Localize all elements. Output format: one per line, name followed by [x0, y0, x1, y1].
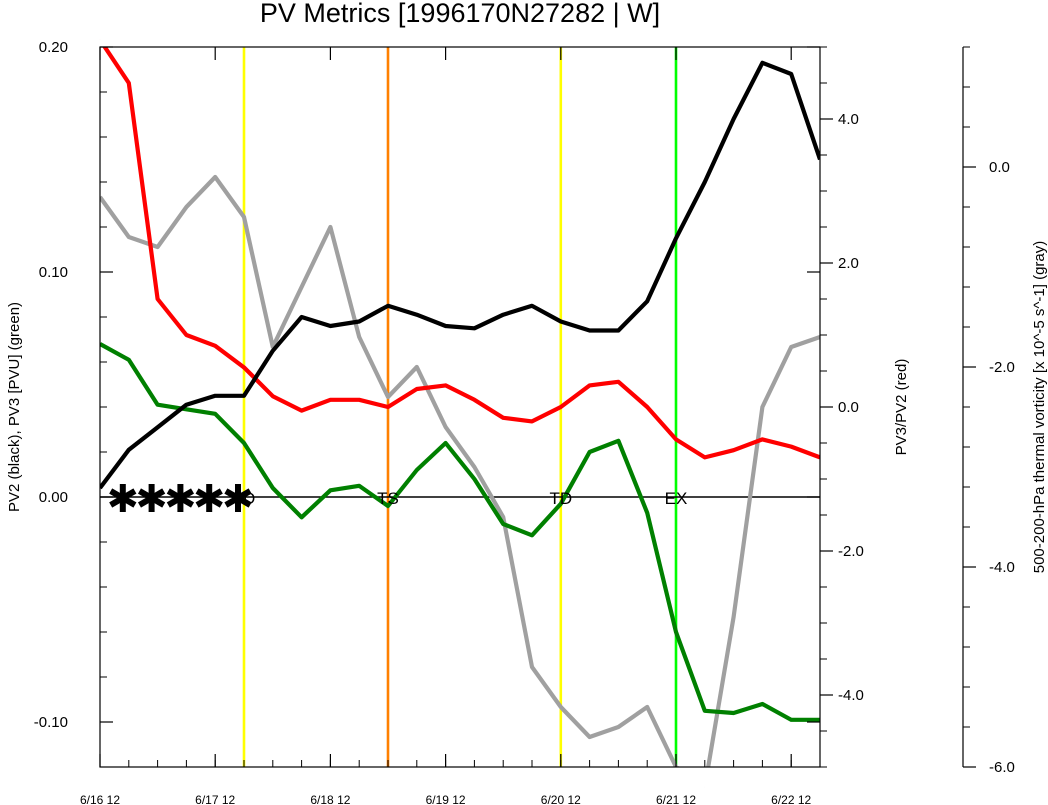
left-axis-label: PV2 (black), PV3 [PVU] (green)	[6, 302, 23, 512]
right-tick-label-3: -2.0	[838, 543, 864, 560]
plot-frame	[99, 46, 821, 768]
x-tick-label-5: 6/21 12	[656, 793, 696, 805]
far-right-tick-label-1: -2.0	[989, 359, 1015, 376]
star-marker-0	[109, 484, 137, 512]
x-axis: 6/16 12 6/17 12 6/18 12 6/19 12 6/20 12 6/21 …	[80, 47, 821, 805]
series-line-0	[100, 60, 820, 490]
star-marker-4	[224, 484, 252, 512]
left-tick-label-1: 0.10	[39, 264, 68, 281]
right-axis: 4.0 2.0 0.0 -2.0 -4.0	[820, 46, 864, 768]
chart-title: PV Metrics [1996170N27282 | W]	[260, 0, 660, 28]
series-line-3	[100, 174, 820, 767]
x-tick-label-4: 6/20 12	[541, 793, 581, 805]
left-tick-label-3: -0.10	[34, 714, 68, 731]
right-tick-label-4: -4.0	[838, 687, 864, 704]
star-marker-3	[195, 484, 223, 512]
x-tick-label-0: 6/16 12	[80, 793, 120, 805]
right-tick-label-1: 2.0	[838, 255, 859, 272]
stage-label-2: TD	[549, 489, 572, 508]
x-tick-label-6: 6/22 12	[771, 793, 811, 805]
far-right-tick-label-0: 0.0	[989, 159, 1010, 176]
x-tick-label-2: 6/18 12	[310, 793, 350, 805]
far-right-tick-label-3: -6.0	[989, 759, 1015, 776]
far-right-tick-label-2: -4.0	[989, 559, 1015, 576]
stage-label-1: TS	[377, 489, 399, 508]
star-markers	[109, 484, 252, 512]
series-layer	[99, 39, 821, 788]
stage-labels: TDTSTDEX	[233, 489, 688, 508]
series-line-2	[102, 47, 820, 460]
far-right-axis-label: 500-200-hPa thermal vorticity [x 10^-5 s…	[1031, 241, 1048, 574]
star-marker-2	[166, 484, 195, 512]
left-axis: 0.20 0.10 0.00 -0.10	[34, 39, 820, 768]
stage-label-3: EX	[665, 489, 688, 508]
right-tick-label-2: 0.0	[838, 399, 859, 416]
x-tick-label-1: 6/17 12	[195, 793, 235, 805]
right-tick-label-0: 4.0	[838, 111, 859, 128]
star-marker-1	[137, 484, 166, 512]
series-line-1	[100, 342, 820, 722]
x-tick-label-3: 6/19 12	[426, 793, 466, 805]
left-tick-label-2: 0.00	[39, 489, 68, 506]
far-right-axis: 0.0 -2.0 -4.0 -6.0	[962, 46, 1015, 776]
right-axis-label: PV3/PV2 (red)	[893, 359, 910, 456]
left-tick-label-0: 0.20	[39, 39, 68, 56]
